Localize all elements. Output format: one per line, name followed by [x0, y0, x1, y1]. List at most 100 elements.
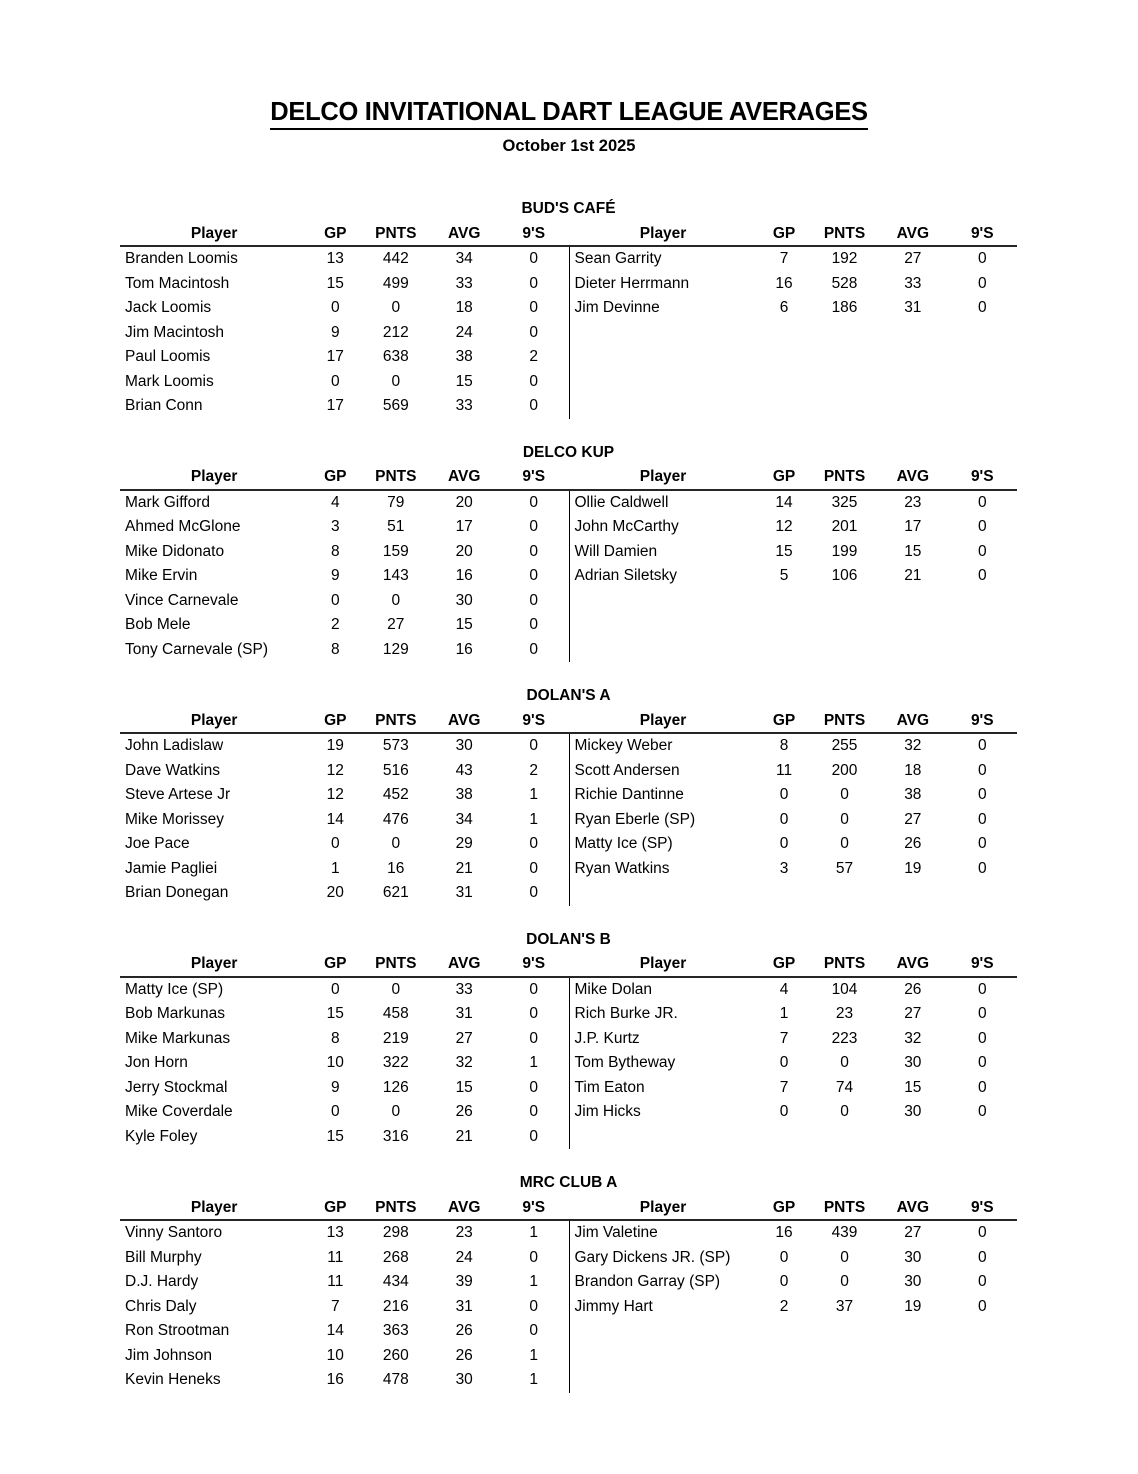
pnts-cell: 219 [382, 1029, 409, 1047]
player-cell: Mark Gifford [125, 493, 210, 511]
player-cell: D.J. Hardy [125, 1273, 199, 1291]
nines-cell: 0 [529, 1297, 539, 1315]
gp-cell: 0 [779, 810, 789, 828]
pnts-cell: 0 [391, 299, 401, 317]
table-row: Dave Watkins 12 516 43 2 [120, 759, 569, 784]
gp-cell: 11 [327, 1248, 344, 1266]
pnts-cell: 37 [835, 1297, 854, 1315]
gp-header: GP [308, 709, 363, 734]
nines-header: 9'S [498, 952, 569, 978]
gp-header: GP [308, 952, 363, 978]
empty-cell [568, 1124, 758, 1149]
player-cell: Ryan Watkins [568, 856, 758, 881]
empty-cell [948, 1125, 1017, 1150]
pnts-cell: 0 [840, 786, 849, 804]
gp-cell: 8 [330, 542, 340, 560]
avg-cell: 18 [904, 761, 922, 779]
right-averages-table: Player GP PNTS AVG 9'S Jim Valetine 16 439 27 0 Ga… [568, 1196, 1017, 1393]
empty-cell [948, 370, 1017, 395]
header-row: Player GP PNTS AVG 9'S [120, 952, 569, 978]
pnts-cell: 298 [382, 1224, 409, 1242]
player-cell: Mike Ervin [125, 567, 198, 585]
nines-header: 9'S [947, 709, 1017, 734]
empty-cell [878, 345, 947, 370]
table-row: Mike Didonato 8 159 20 0 [120, 540, 569, 565]
pnts-header: PNTS [810, 709, 879, 734]
gp-header: GP [757, 465, 811, 491]
table-row: Matty Ice (SP) 0 0 33 0 [120, 977, 569, 1003]
gp-cell: 0 [330, 299, 340, 317]
pnts-cell: 516 [382, 761, 409, 779]
empty-cell [878, 881, 947, 906]
right-table: Player GP PNTS AVG 9'S Mike Dolan 4 104 26 0 Rich … [568, 952, 1017, 1150]
nines-cell: 0 [529, 1103, 539, 1121]
player-cell: Kyle Foley [125, 1127, 198, 1145]
avg-cell: 30 [455, 591, 473, 609]
nines-header: 9'S [498, 1196, 569, 1221]
table-row: Gary Dickens JR. (SP) 0 0 30 0 [568, 1245, 1017, 1270]
table-row: Dieter Herrmann 16 528 33 0 [568, 271, 1017, 296]
table-row: Paul Loomis 17 638 38 2 [120, 345, 569, 370]
section-tables: Player GP PNTS AVG 9'S John Ladislaw 19 573 30 0 D… [120, 709, 1017, 906]
avg-cell: 24 [455, 323, 473, 341]
section-tables: Player GP PNTS AVG 9'S Branden Loomis 13 442 34 0… [120, 222, 1017, 419]
gp-cell: 12 [326, 786, 344, 804]
section-tables: Player GP PNTS AVG 9'S Vinny Santoro 13 298 23 1 B… [120, 1196, 1017, 1393]
gp-header: GP [308, 465, 363, 491]
pnts-header: PNTS [362, 709, 430, 734]
empty-cell [878, 589, 947, 614]
right-averages-table: Player GP PNTS AVG 9'S Mickey Weber 8 255 32 0 Sco… [568, 709, 1017, 906]
gp-cell: 8 [779, 737, 789, 755]
nines-cell: 0 [529, 737, 539, 755]
player-cell: Mark Loomis [125, 372, 214, 390]
section-title: MRC CLUB A [519, 1174, 618, 1191]
table-row: Tom Macintosh 15 499 33 0 [120, 272, 569, 297]
header-row: Player GP PNTS AVG 9'S [569, 952, 1017, 978]
table-row: Jon Horn 10 322 32 1 [120, 1051, 569, 1076]
gp-cell: 0 [779, 835, 789, 853]
player-cell: Tim Eaton [568, 1075, 758, 1100]
pnts-cell: 129 [382, 640, 409, 658]
nines-cell: 0 [977, 1273, 987, 1291]
empty-cell [568, 394, 758, 419]
empty-cell [811, 638, 878, 663]
pnts-cell: 0 [840, 1103, 849, 1121]
pnts-cell: 476 [382, 810, 409, 828]
pnts-cell: 74 [835, 1078, 854, 1096]
empty-cell [878, 1319, 947, 1344]
empty-cell [568, 345, 758, 370]
empty-cell [948, 1319, 1017, 1344]
nines-cell: 0 [529, 1248, 539, 1266]
left-table: Player GP PNTS AVG 9'S Vinny Santoro 13 298 23 1 B… [120, 1196, 569, 1393]
player-cell: John McCarthy [568, 515, 758, 540]
table-row: Bill Murphy 11 268 24 0 [120, 1246, 569, 1271]
player-cell: Scott Andersen [568, 758, 758, 783]
nines-cell: 1 [529, 786, 539, 804]
pnts-cell: 216 [382, 1297, 409, 1315]
player-header: Player [120, 222, 309, 247]
empty-cell [948, 345, 1017, 370]
empty-cell [757, 638, 811, 663]
table-row: Jerry Stockmal 9 126 15 0 [120, 1076, 569, 1101]
avg-header: AVG [429, 222, 499, 247]
avg-cell: 23 [455, 1224, 473, 1242]
empty-cell [878, 394, 947, 419]
player-header: Player [569, 1196, 758, 1221]
avg-cell: 27 [904, 1224, 922, 1242]
table-row: Mark Gifford 4 79 20 0 [120, 490, 569, 516]
pnts-header: PNTS [362, 222, 430, 247]
player-cell: Brian Conn [125, 397, 203, 415]
avg-cell: 30 [904, 1103, 922, 1121]
pnts-cell: 0 [391, 835, 401, 853]
avg-cell: 20 [455, 493, 473, 511]
left-table: Player GP PNTS AVG 9'S Branden Loomis 13 442 34 0… [120, 222, 569, 419]
nines-header: 9'S [498, 465, 569, 491]
player-cell: Ollie Caldwell [568, 489, 758, 515]
nines-header: 9'S [947, 1196, 1017, 1221]
pnts-cell: 159 [382, 542, 409, 560]
nines-cell: 0 [529, 250, 539, 268]
player-cell: Mike Dolan [568, 976, 758, 1002]
nines-cell: 0 [977, 980, 987, 998]
empty-cell [811, 1368, 878, 1393]
player-cell: Rich Burke JR. [568, 1002, 758, 1027]
